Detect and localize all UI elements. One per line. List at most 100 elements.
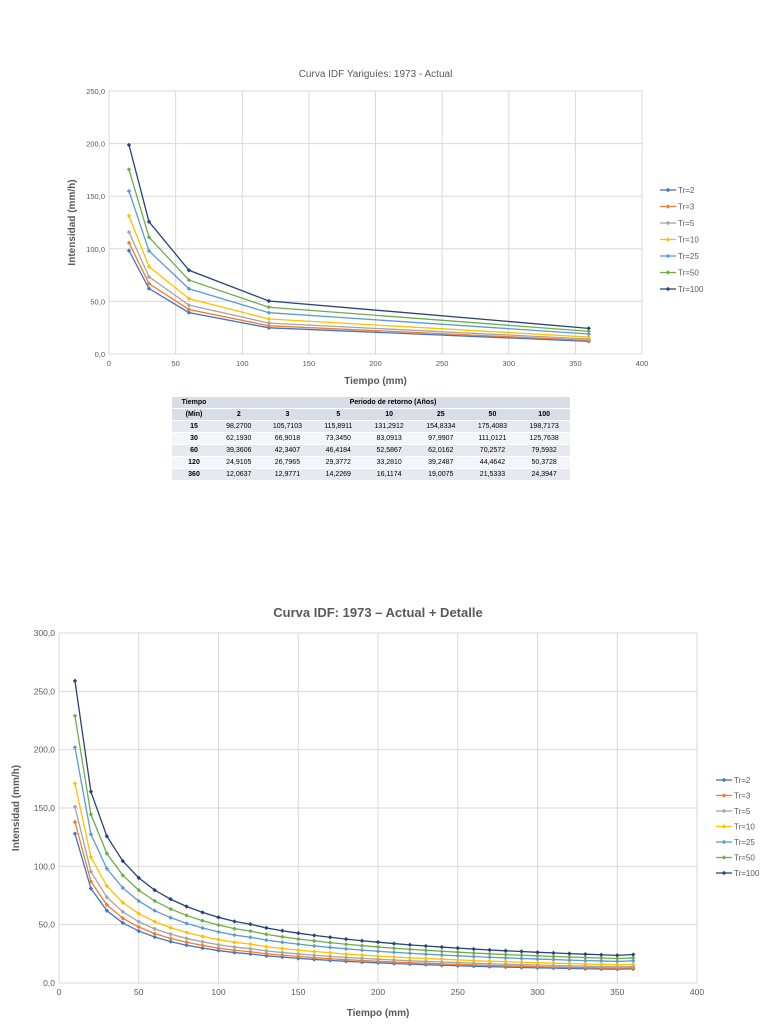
table-cell: 115,8911 — [313, 420, 364, 433]
table-row: 30 62,1930 66,9018 73,3450 83,0913 97,9907 111… — [172, 432, 570, 445]
data-point-marker — [104, 834, 110, 839]
series-line — [74, 821, 634, 969]
data-point-marker — [567, 951, 572, 956]
table-cell: 14,2269 — [313, 468, 364, 481]
table-cell-tiempo: 360 — [172, 468, 216, 481]
data-point-marker — [551, 963, 556, 968]
legend-item: Tr=25 — [716, 838, 755, 847]
table-cell: 24,3947 — [518, 468, 570, 481]
idf-chart-1973-actual: 0 50 100 150 200 250 300 350 400 0,0 50,0 100,0 150,… — [67, 69, 704, 387]
data-point-marker — [721, 808, 727, 814]
data-point-marker — [631, 955, 636, 961]
legend-label: Tr=5 — [734, 807, 751, 816]
data-point-marker — [551, 957, 556, 962]
data-point-marker — [146, 264, 152, 269]
data-point-marker — [519, 960, 524, 965]
y-tick-label: 300,0 — [34, 628, 56, 638]
table-cell: 62,0162 — [414, 444, 467, 457]
series-line — [74, 783, 634, 966]
data-point-marker — [146, 219, 152, 224]
data-point-marker — [391, 941, 397, 946]
data-point-marker — [439, 944, 444, 950]
data-point-marker — [216, 929, 221, 935]
legend-label: Tr=10 — [734, 823, 755, 832]
data-point-marker — [280, 946, 285, 951]
x-tick-label: 350 — [610, 987, 624, 997]
table-cell: 33,2810 — [363, 456, 415, 469]
table-cell: 97,9907 — [414, 432, 467, 445]
data-point-marker — [184, 904, 189, 909]
data-point-marker — [152, 931, 157, 936]
x-tick-label: 400 — [690, 987, 704, 997]
table-cell: 66,9018 — [261, 432, 314, 445]
x-tick-label: 100 — [211, 987, 225, 997]
series-line — [74, 680, 634, 957]
series-tr-50 — [126, 167, 591, 334]
data-point-marker — [407, 958, 413, 963]
data-point-marker — [312, 949, 317, 954]
data-point-marker — [583, 958, 588, 963]
data-point-marker — [264, 944, 269, 949]
data-point-marker — [503, 962, 508, 967]
data-point-marker — [665, 220, 671, 226]
series-tr-5 — [126, 229, 591, 342]
data-point-marker — [615, 956, 620, 961]
data-point-marker — [535, 953, 540, 959]
data-point-marker — [586, 331, 591, 337]
table-period-cell: 10 — [363, 408, 415, 421]
table-period-cell: 3 — [261, 408, 314, 421]
data-point-marker — [88, 886, 94, 891]
data-point-marker — [186, 307, 192, 312]
data-point-marker — [104, 851, 110, 856]
data-point-marker — [665, 270, 671, 275]
data-point-marker — [343, 951, 349, 957]
data-point-marker — [146, 235, 152, 240]
data-point-marker — [439, 959, 444, 965]
data-point-marker — [551, 950, 556, 956]
table-header-tiempo: Tiempo — [172, 397, 216, 409]
table-cell-tiempo: 15 — [172, 420, 216, 433]
data-point-marker — [631, 958, 636, 964]
y-tick-label: 250,0 — [86, 87, 105, 96]
table-cell: 79,5932 — [518, 444, 570, 457]
series-line — [74, 806, 634, 968]
data-point-marker — [168, 906, 173, 912]
data-point-marker — [343, 946, 349, 952]
data-point-marker — [296, 930, 301, 936]
table-period-cell: 100 — [518, 408, 570, 421]
table-header-row: Tiempo Periodo de retorno (Años) — [172, 397, 570, 409]
table-cell: 131,2912 — [363, 420, 415, 433]
data-point-marker — [519, 962, 524, 967]
table-period-cell: 2 — [216, 408, 262, 421]
table-cell: 44,4642 — [466, 456, 519, 469]
x-tick-label: 50 — [171, 359, 179, 368]
data-point-marker — [312, 955, 317, 960]
table-cell: 73,3450 — [313, 432, 364, 445]
legend-item: Tr=3 — [716, 792, 751, 801]
legend-item: Tr=50 — [660, 269, 699, 278]
table-cell: 111,0121 — [466, 432, 519, 445]
x-tick-label: 300 — [502, 359, 515, 368]
table-cell: 62,1930 — [216, 432, 262, 445]
data-point-marker — [88, 879, 94, 884]
data-point-marker — [327, 954, 333, 959]
data-point-marker — [721, 793, 727, 798]
legend-item: Tr=100 — [716, 869, 760, 878]
data-point-marker — [232, 948, 237, 953]
data-point-marker — [200, 939, 205, 945]
data-point-marker — [264, 937, 269, 943]
data-point-marker — [312, 943, 317, 949]
data-point-marker — [88, 854, 94, 860]
data-point-marker — [126, 240, 132, 245]
table-cell: 12,9771 — [261, 468, 314, 481]
legend-item: Tr=10 — [716, 823, 755, 832]
legend-label: Tr=100 — [734, 869, 760, 878]
data-point-marker — [136, 898, 141, 904]
data-point-marker — [721, 839, 727, 845]
data-point-marker — [551, 960, 556, 966]
data-point-marker — [503, 952, 508, 957]
data-point-marker — [104, 895, 110, 900]
data-point-marker — [248, 941, 253, 947]
table-cell-tiempo: 120 — [172, 456, 216, 469]
data-point-marker — [216, 937, 221, 942]
